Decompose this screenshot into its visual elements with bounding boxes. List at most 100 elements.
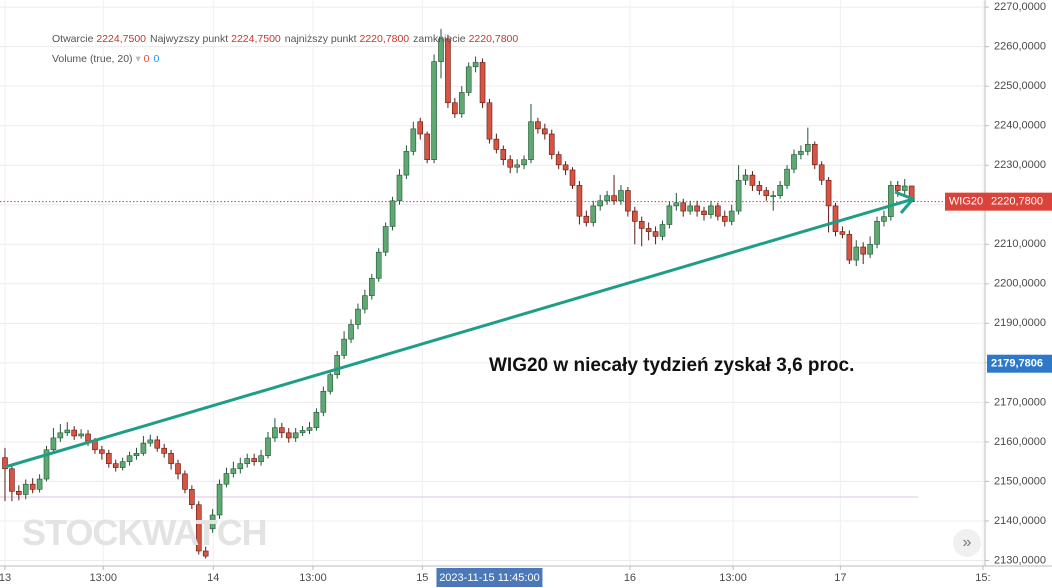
arrow-shaft (4, 198, 911, 469)
candle-body (50, 437, 57, 451)
candle-body (604, 195, 610, 202)
candle-body (590, 205, 597, 223)
arrow-head (894, 190, 916, 214)
level-box (987, 354, 1052, 373)
candle-body (140, 442, 147, 454)
candle-body (694, 205, 700, 212)
candle-body (119, 461, 126, 468)
y-tick-label: 2130,0000 (994, 554, 1046, 566)
candle-body (528, 121, 534, 160)
candle-body (479, 62, 486, 104)
candle-body (652, 231, 659, 237)
crosshair-box (436, 568, 543, 587)
candle-body (770, 195, 777, 197)
header-name: najniższy punkt (284, 33, 357, 45)
candle-body (133, 453, 140, 457)
candle-body (728, 210, 735, 222)
candle-body (839, 231, 846, 235)
candle-body (216, 483, 223, 516)
crosshair-label: 2023-11-15 11:45:00 (439, 572, 540, 584)
volume-value: 0 (153, 53, 160, 65)
candle-body (168, 453, 174, 464)
candle-body (735, 179, 742, 212)
candle-body (258, 455, 264, 462)
candle-body (272, 427, 278, 439)
candle-body (230, 468, 237, 474)
candle-body (486, 102, 493, 140)
candle-body (811, 143, 818, 166)
candle-body (500, 149, 507, 160)
candle-body (756, 185, 763, 191)
last-price-box (987, 192, 1052, 211)
candle-body (71, 429, 77, 437)
candle-body (112, 463, 119, 468)
candle-body (507, 159, 514, 168)
candle-body (265, 437, 271, 457)
candle-body (894, 185, 901, 191)
candle-body (223, 473, 230, 485)
candle-body (403, 151, 410, 176)
candle-body (888, 185, 894, 217)
trend-arrow (4, 190, 916, 469)
candle-body (901, 185, 908, 191)
candle-body (362, 295, 368, 310)
candle-body (784, 168, 790, 186)
candle-body (805, 143, 811, 152)
candle-body (445, 38, 451, 104)
y-tick-label: 2230,0000 (994, 159, 1046, 171)
candle-body (299, 430, 306, 434)
candle-body (638, 221, 645, 229)
candle-body (29, 483, 36, 490)
candle-body (708, 205, 714, 215)
legend: Otwarcie 2224,7500 Najwyzszy punkt 2224,7… (52, 29, 522, 69)
candle-body (659, 224, 666, 237)
candle-body (818, 164, 825, 181)
ohlc-header: Otwarcie 2224,7500 Najwyzszy punkt 2224,7… (52, 29, 522, 49)
candle-body (438, 38, 444, 62)
candle-body (548, 133, 555, 155)
candle-body (825, 179, 832, 207)
y-tick-label: 2250,0000 (994, 80, 1046, 92)
header-value: 2224,7500 (96, 33, 146, 45)
candle-body (279, 427, 285, 434)
candle-body (161, 447, 167, 454)
candle-body (431, 61, 437, 160)
candle-body (611, 195, 617, 202)
scroll-button[interactable]: » (953, 529, 981, 557)
candle-body (36, 478, 43, 490)
candle-body (832, 205, 839, 232)
candle-body (195, 504, 202, 552)
candle-body (189, 489, 195, 506)
last-price-label: 2220,7800 (991, 196, 1043, 208)
y-tick-label: 2210,0000 (994, 238, 1046, 250)
candle-body (382, 226, 389, 253)
candle-body (721, 215, 728, 222)
x-tick-label: 13 (0, 572, 11, 584)
candle-body (16, 490, 22, 495)
candle-body (881, 216, 887, 222)
volume-name: Volume (true, 20) (52, 53, 133, 65)
y-tick-label: 2270,0000 (994, 1, 1046, 13)
candle-body (542, 128, 548, 135)
candle-body (846, 234, 853, 261)
candle-body (2, 457, 8, 470)
candle-body (348, 324, 354, 340)
candle-body (777, 185, 783, 196)
y-tick-label: 2260,0000 (994, 41, 1046, 53)
x-tick-label: 17 (834, 572, 846, 584)
candle-body (147, 439, 154, 444)
candle-body (618, 190, 624, 202)
candle-body (576, 185, 583, 217)
candle-body (105, 453, 112, 464)
candle-body (749, 174, 756, 186)
y-tick-label: 2240,0000 (994, 120, 1046, 132)
candle-body (860, 246, 866, 255)
candle-body (514, 164, 520, 168)
header-name: zamknięcie (413, 33, 466, 45)
volume-value: 0 (143, 53, 150, 65)
candle-body (597, 200, 603, 207)
candle-body (375, 251, 382, 279)
